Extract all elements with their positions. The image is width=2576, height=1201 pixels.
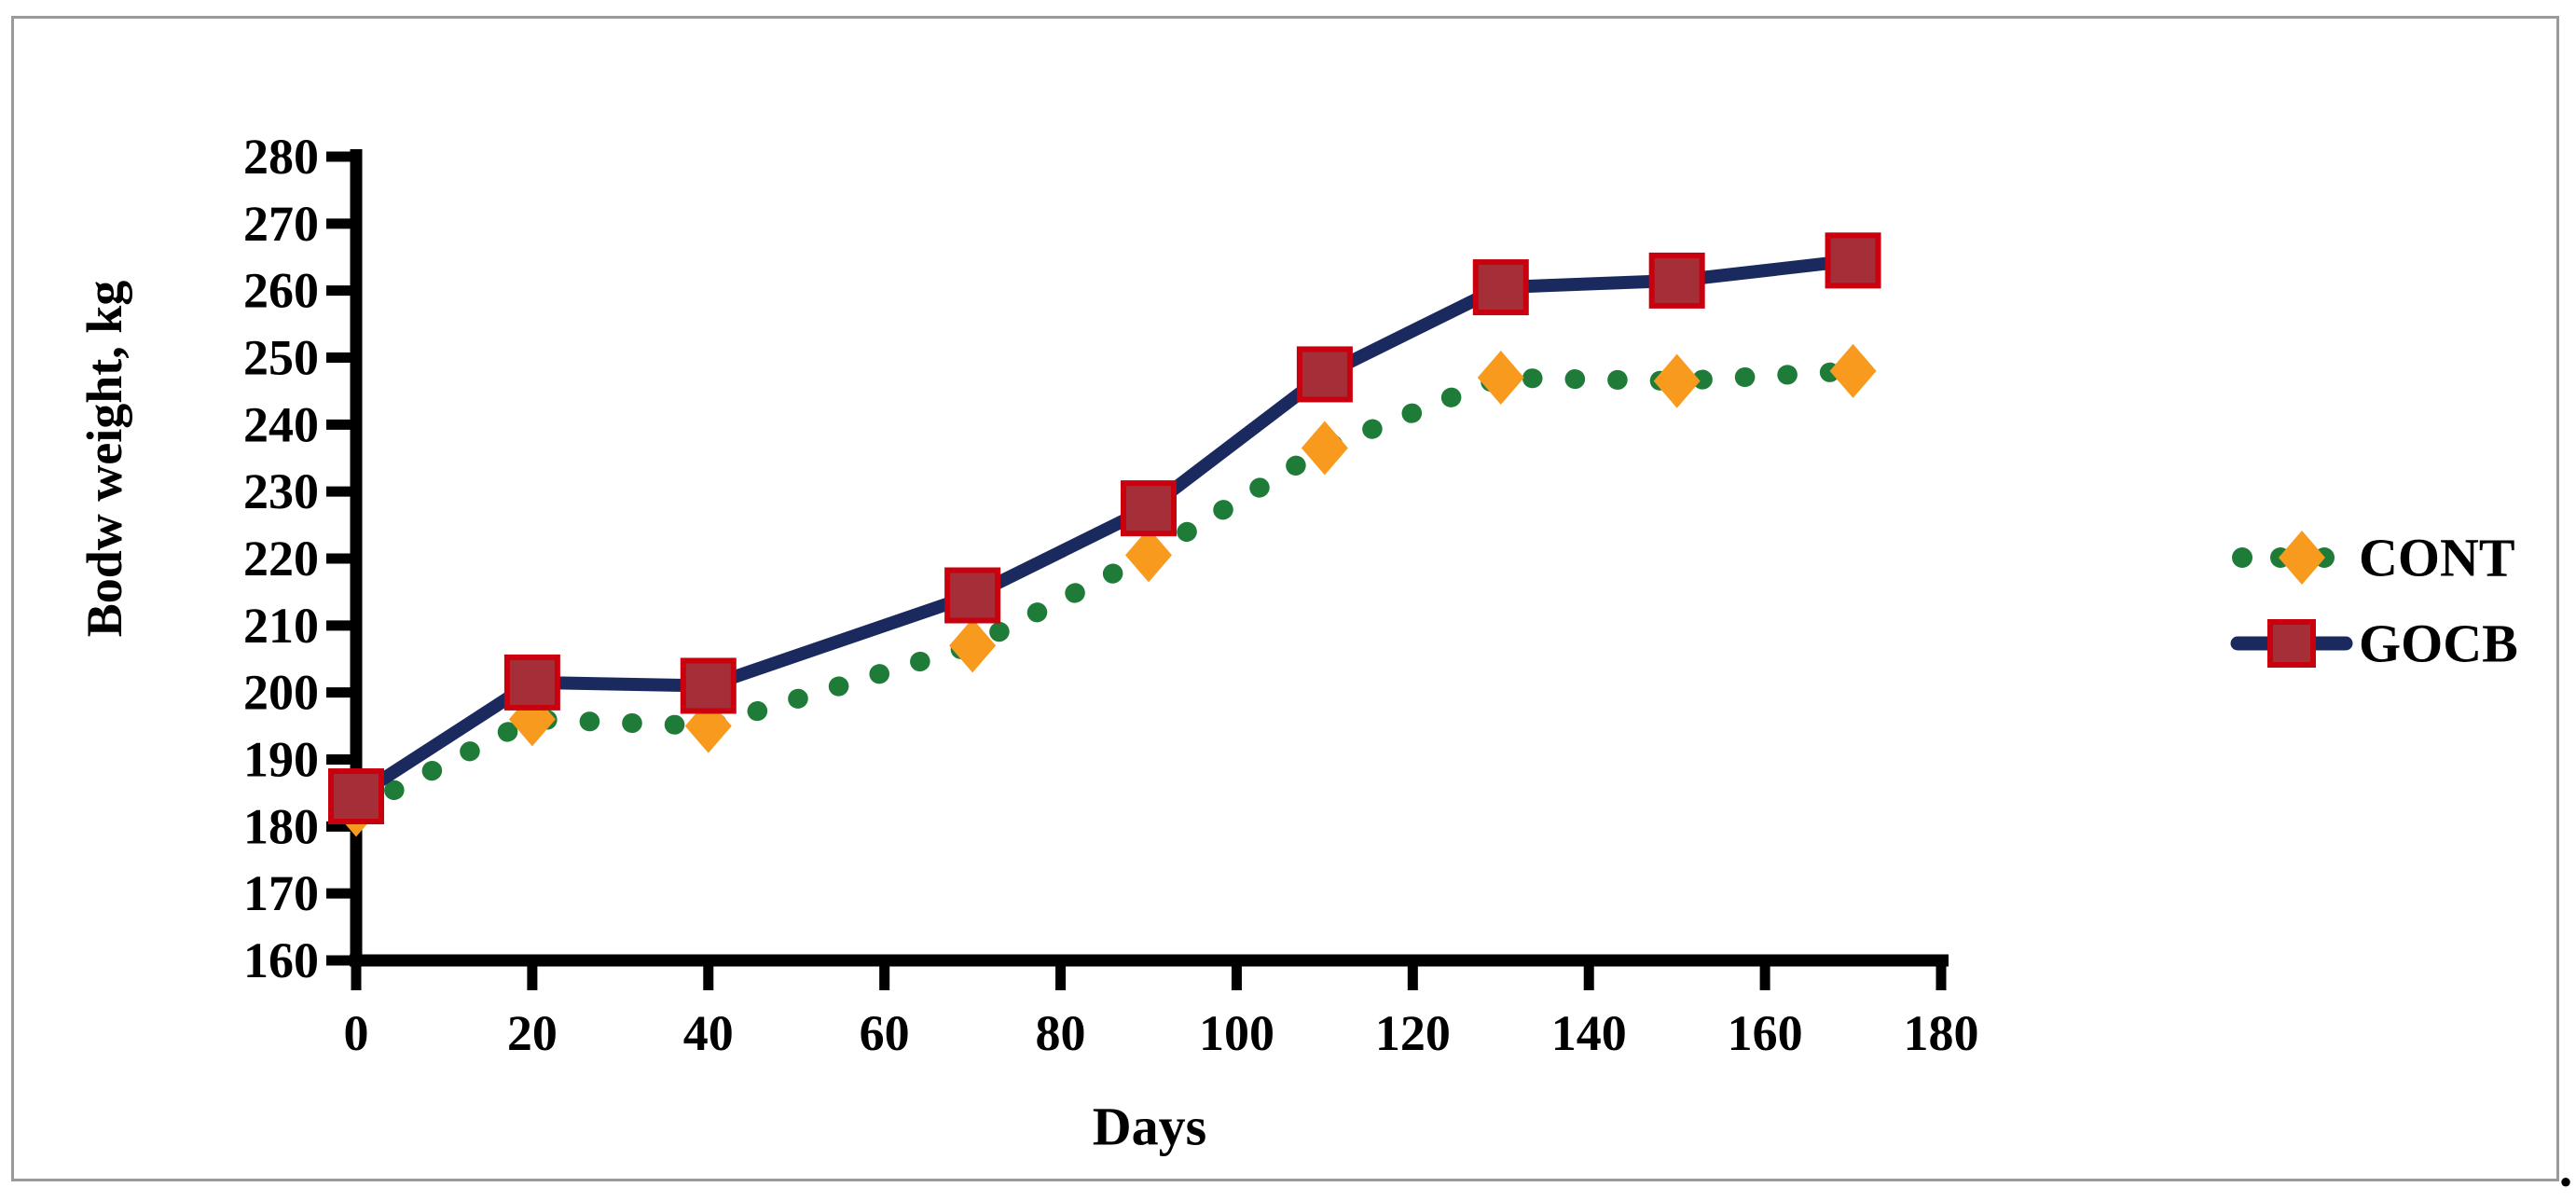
gocb-data-point	[1648, 252, 1705, 309]
y-axis-title: Bodw weight, kg	[76, 281, 132, 638]
cont-diamond-marker-icon	[2279, 531, 2325, 585]
gocb-data-point	[503, 654, 560, 711]
x-tick-label: 160	[1728, 1005, 1803, 1061]
trailing-period: .	[2559, 1138, 2573, 1198]
x-tick-label: 0	[344, 1005, 369, 1061]
x-tick-label: 80	[1036, 1005, 1086, 1061]
cont-data-point	[1477, 351, 1524, 406]
x-tick-label: 20	[507, 1005, 558, 1061]
gocb-data-point	[1825, 232, 1881, 289]
y-tick-label: 190	[243, 732, 319, 788]
y-tick-label: 170	[243, 865, 319, 921]
x-tick-label: 40	[683, 1005, 734, 1061]
legend-label-cont: CONT	[2359, 528, 2515, 588]
y-tick-label: 220	[243, 531, 319, 587]
cont-data-point	[1829, 343, 1877, 398]
gocb-data-point	[944, 567, 1001, 624]
y-tick-label: 250	[243, 330, 319, 386]
series-layer	[328, 232, 1881, 837]
legend-entry-gocb: GOCB	[2230, 614, 2518, 674]
x-tick-label: 180	[1904, 1005, 1979, 1061]
cont-data-point	[1301, 421, 1348, 476]
y-tick-label: 200	[243, 665, 319, 721]
legend-label-gocb: GOCB	[2359, 614, 2518, 674]
y-tick-label: 210	[243, 598, 319, 654]
gocb-square-marker-icon	[2267, 619, 2316, 668]
y-tick-label: 230	[243, 463, 319, 519]
legend-entry-cont: CONT	[2232, 528, 2515, 588]
x-tick-label: 100	[1199, 1005, 1274, 1061]
gocb-data-point	[680, 657, 737, 714]
y-tick-label: 280	[243, 129, 319, 185]
y-tick-label: 160	[243, 932, 319, 988]
gocb-data-point	[1472, 259, 1529, 316]
cont-data-point	[949, 618, 997, 673]
gocb-data-point	[1296, 346, 1353, 403]
legend: CONT GOCB	[2230, 528, 2518, 674]
x-tick-label: 140	[1551, 1005, 1627, 1061]
y-tick-label: 260	[243, 263, 319, 319]
cont-data-point	[1125, 528, 1172, 583]
chart-frame	[11, 16, 2559, 1181]
cont-dotted-line-icon	[2232, 531, 2335, 585]
cont-dot-icon	[2232, 547, 2252, 568]
y-tick-label: 240	[243, 396, 319, 452]
x-axis-title: Days	[1093, 1097, 1206, 1157]
y-tick-label: 270	[243, 196, 319, 252]
gocb-data-point	[1121, 480, 1177, 537]
x-tick-label: 120	[1375, 1005, 1451, 1061]
x-tick-label: 60	[860, 1005, 910, 1061]
ticks-layer: 160 170 180 190 200 210 220 230 240 250 260 270 280 0…	[243, 129, 1979, 1061]
cont-data-point	[1653, 353, 1701, 408]
gocb-data-point	[328, 768, 384, 825]
y-tick-label: 180	[243, 798, 319, 854]
